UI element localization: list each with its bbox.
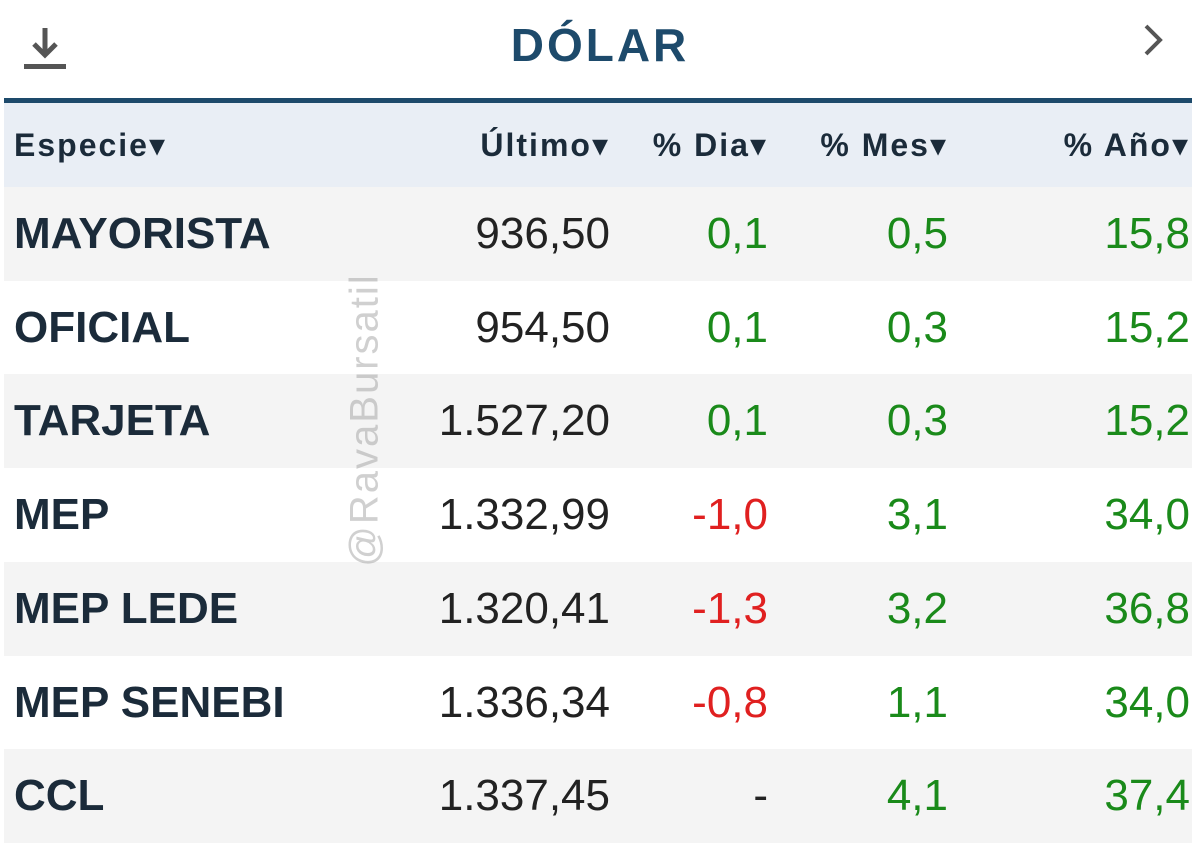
cell-change: 37,4 [1104, 771, 1190, 821]
cell-change: 15,2 [1104, 302, 1190, 352]
table-row: OFICIAL 954,50 0,1 0,3 15,2 [4, 280, 1192, 375]
watermark: @RavaBursatil [342, 273, 387, 567]
table-row: MEP LEDE 1.320,41 -1,3 3,2 36,8 [4, 561, 1192, 656]
column-header[interactable]: Último▾ [480, 127, 610, 163]
row-name: TARJETA [14, 396, 211, 446]
download-icon[interactable] [22, 24, 68, 72]
cell-change: 0,3 [886, 396, 948, 446]
table-row: CCL 1.337,45 - 4,1 37,4 [4, 749, 1192, 844]
row-name: MEP SENEBI [14, 677, 285, 727]
title: DÓLAR [510, 19, 690, 71]
cell-change: 4,1 [886, 771, 948, 821]
cell-value: 1.332,99 [438, 490, 610, 540]
row-name: OFICIAL [14, 302, 190, 352]
row-name: MAYORISTA [14, 209, 271, 258]
cell-value: 1.527,20 [438, 396, 610, 446]
column-header[interactable]: Especie▾ [14, 127, 168, 163]
table-row: TARJETA 1.527,20 0,1 0,3 15,2 [4, 374, 1192, 469]
column-header[interactable]: % Año▾ [1063, 127, 1190, 163]
cell-change: 0,1 [706, 396, 768, 446]
cell-value: 1.337,45 [438, 771, 610, 821]
cell-change: -1,3 [692, 583, 768, 633]
cell-change: 34,0 [1104, 490, 1190, 540]
cell-change: 36,8 [1104, 583, 1190, 633]
next-chevron[interactable] [1138, 22, 1168, 58]
column-header-row: Especie▾ Último▾ % Dia▾ % Mes▾ % Año▾ [4, 103, 1192, 187]
table-row: MEP 1.332,99 -1,0 3,1 34,0 [4, 468, 1192, 563]
cell-change: 34,0 [1104, 677, 1190, 727]
cell-change: 3,1 [886, 490, 948, 540]
cell-change: 0,1 [706, 209, 768, 258]
row-name: MEP LEDE [14, 583, 239, 633]
cell-change: 0,3 [886, 302, 948, 352]
column-header[interactable]: % Dia▾ [652, 127, 768, 163]
cell-change: -0,8 [692, 677, 768, 727]
cell-change: 0,5 [886, 209, 948, 258]
cell-change: -1,0 [692, 490, 768, 540]
header-rule [4, 98, 1192, 103]
cell-change: 15,2 [1104, 396, 1190, 446]
cell-value: 954,50 [475, 302, 610, 352]
column-header[interactable]: % Mes▾ [820, 127, 948, 163]
row-name: MEP [14, 490, 110, 540]
cell-change: 3,2 [886, 583, 948, 633]
cell-value: 1.320,41 [438, 583, 610, 633]
cell-change: 15,8 [1104, 209, 1190, 258]
table-row: MAYORISTA 936,50 0,1 0,5 15,8 [4, 187, 1192, 281]
row-name: CCL [14, 771, 105, 821]
cell-value: 1.336,34 [438, 677, 610, 727]
cell-change: 1,1 [886, 677, 948, 727]
cell-value: 936,50 [475, 209, 610, 258]
table-row: MEP SENEBI 1.336,34 -0,8 1,1 34,0 [4, 655, 1192, 750]
cell-change: 0,1 [706, 302, 768, 352]
cell-change: - [753, 771, 768, 821]
